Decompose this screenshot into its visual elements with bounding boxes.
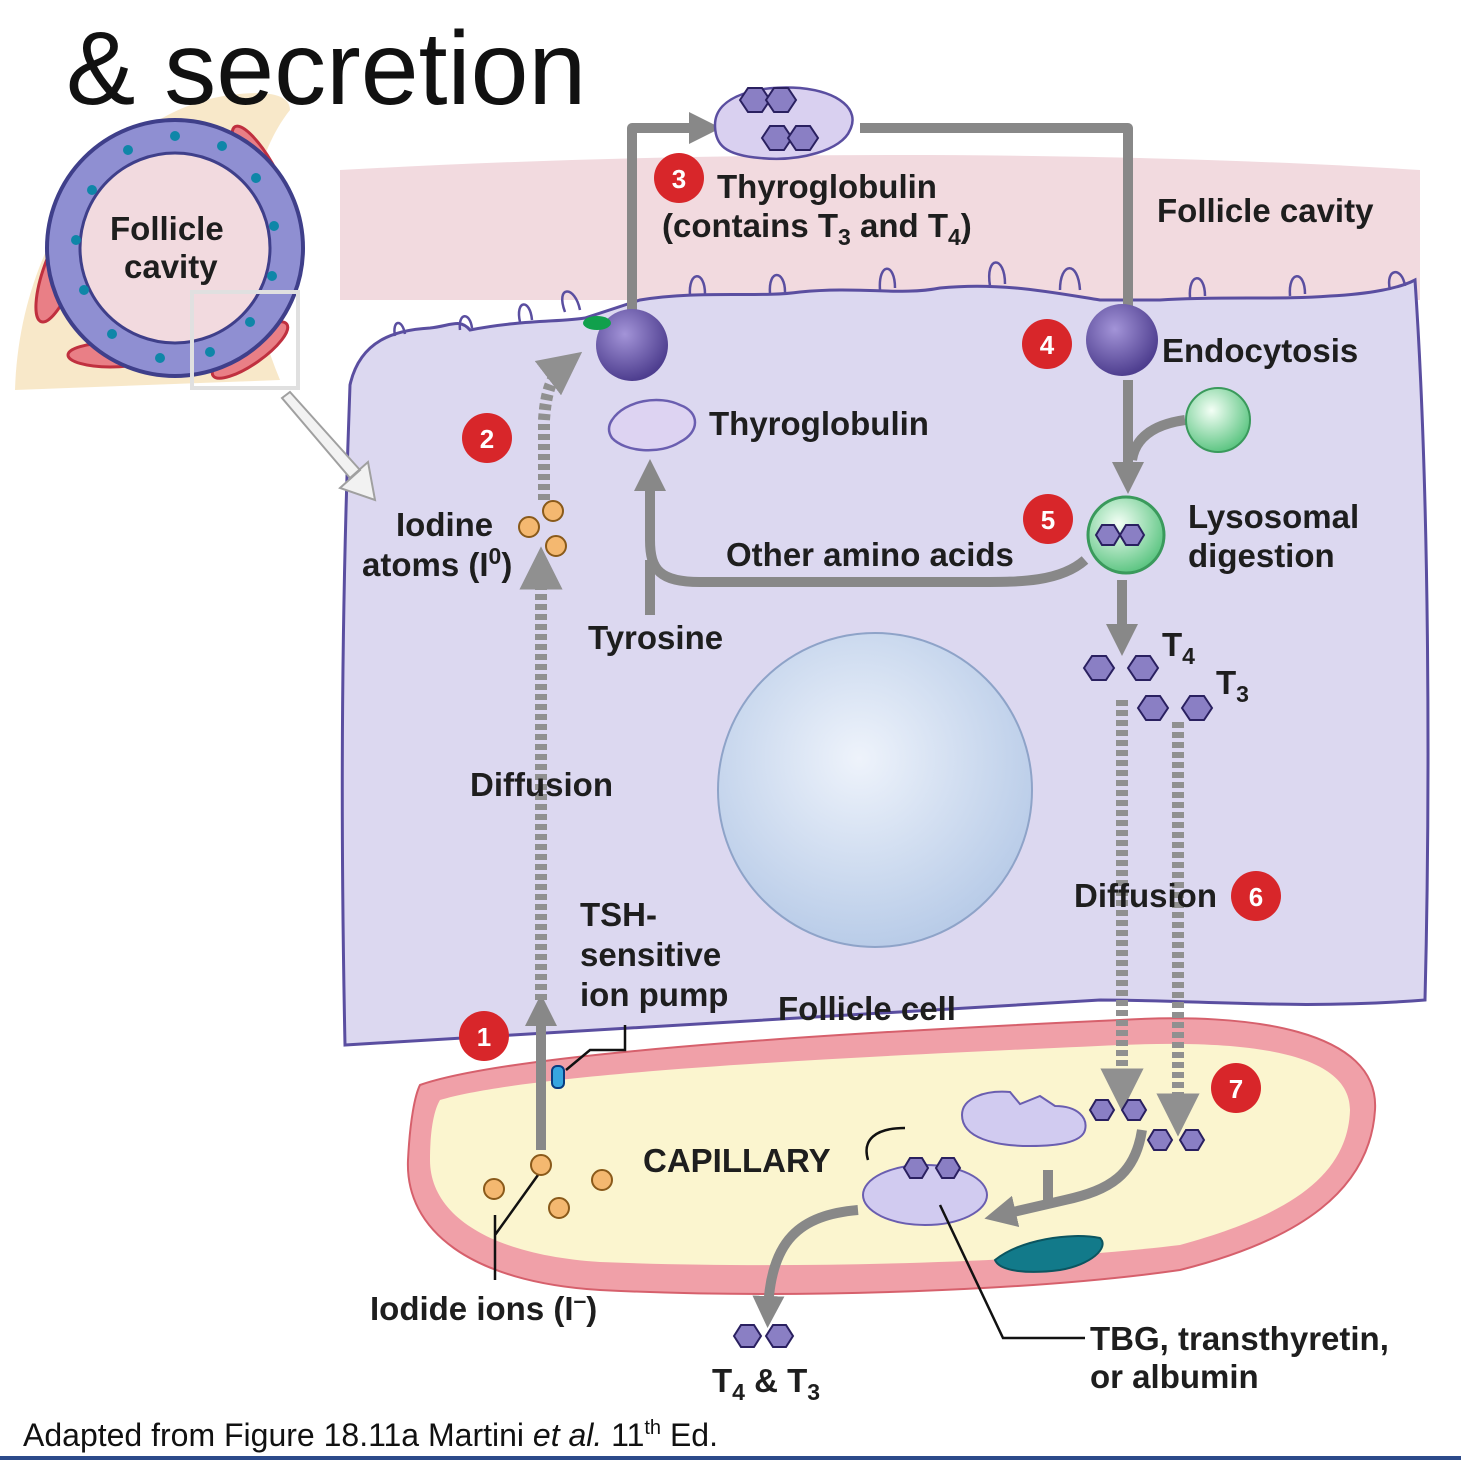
ion-pump — [551, 1065, 565, 1089]
label-tbg-line1: TBG, transthyretin, — [1090, 1320, 1389, 1357]
label-lysosomal-line1: Lysosomal — [1188, 498, 1359, 535]
label-iodine-line2: atoms (I0) — [362, 543, 512, 583]
arrow-amino-acids — [633, 458, 1089, 587]
step-badge-5: 5 — [1023, 494, 1073, 544]
step-number-2: 2 — [480, 424, 494, 454]
step-number-5: 5 — [1041, 505, 1055, 535]
label-tyrosine: Tyrosine — [588, 619, 723, 656]
label-capillary: CAPILLARY — [643, 1142, 831, 1179]
arrow-lysosome-join — [1127, 415, 1186, 462]
follicle-inset: Follicle cavity — [15, 93, 377, 502]
hex-pair-cap-c — [902, 1157, 962, 1179]
arrow-exocytosis — [627, 111, 722, 325]
nucleus — [717, 632, 1033, 948]
label-follicle-cell: Follicle cell — [778, 990, 956, 1027]
microvilli — [393, 261, 1407, 337]
endocytosis-vesicle — [1086, 304, 1158, 376]
inset-zoom-box — [190, 290, 300, 390]
step-number-7: 7 — [1229, 1074, 1243, 1104]
label-diffusion-left: Diffusion — [470, 766, 613, 803]
label-other-amino-acids: Other amino acids — [726, 536, 1014, 573]
label-tsh-line3: ion pump — [580, 976, 728, 1013]
label-t4-t3: T4 & T3 — [712, 1362, 820, 1405]
hex-pair-released — [732, 1324, 795, 1348]
hex-pair-thyroglobulin-a — [738, 87, 798, 113]
step-badge-4: 4 — [1022, 319, 1072, 369]
label-lysosomal-line2: digestion — [1188, 537, 1335, 574]
arrow-to-endocytosis — [860, 123, 1145, 347]
step-badge-3: 3 — [654, 153, 704, 203]
thyroglobulin-mid-shape — [607, 398, 697, 452]
step-number-3: 3 — [672, 164, 686, 194]
iodine-dots — [483, 500, 613, 1219]
step-badges: 1 2 3 4 5 6 7 — [459, 153, 1281, 1113]
label-diffusion-right: Diffusion — [1074, 877, 1217, 914]
inset-label-line2: cavity — [124, 248, 218, 285]
hex-pair-cap-a — [1088, 1099, 1148, 1121]
inset-label-line1: Follicle — [110, 210, 224, 247]
arrow-capillary-merge — [984, 1129, 1147, 1227]
label-follicle-cavity: Follicle cavity — [1157, 192, 1374, 229]
solid-arrows — [524, 111, 1186, 1328]
label-tsh-line2: sensitive — [580, 936, 721, 973]
arrow-release — [752, 1205, 859, 1328]
label-thyroglobulin-top: Thyroglobulin — [717, 168, 937, 205]
hex-pair-t4 — [1082, 655, 1160, 681]
figure-caption: Adapted from Figure 18.11a Martini et al… — [23, 1417, 718, 1453]
label-t4: T4 — [1162, 626, 1195, 669]
capillary-leader — [865, 1126, 906, 1161]
iodide-leader — [493, 1174, 540, 1280]
hormone-hexagons — [732, 87, 1214, 1348]
step-number-1: 1 — [477, 1022, 491, 1052]
diffusion-arrow-iodine — [534, 351, 583, 500]
step-badge-2: 2 — [462, 413, 512, 463]
label-tbg-line2: or albumin — [1090, 1358, 1259, 1395]
step-number-6: 6 — [1249, 882, 1263, 912]
label-endocytosis: Endocytosis — [1162, 332, 1358, 369]
dashed-arrows — [519, 351, 1200, 1137]
exocytosis-vesicle — [583, 309, 668, 381]
step-badge-7: 7 — [1211, 1063, 1261, 1113]
follicle-cavity-region — [340, 155, 1420, 300]
tbg-leader — [938, 1204, 1085, 1340]
page-title: & secretion — [66, 11, 586, 127]
hex-pair-lysosome — [1094, 524, 1146, 546]
label-t3: T3 — [1216, 664, 1249, 707]
label-tsh-line1: TSH- — [580, 896, 657, 933]
step-badge-6: 6 — [1231, 871, 1281, 921]
step-badge-1: 1 — [459, 1011, 509, 1061]
hex-pair-cap-b — [1146, 1129, 1206, 1151]
hex-pair-thyroglobulin-b — [760, 125, 820, 151]
inset-zoom-arrow — [280, 390, 377, 502]
ion-pump-leader — [565, 1025, 627, 1071]
endothelial-nucleus — [993, 1235, 1104, 1273]
label-contains: (contains T3 and T4) — [662, 207, 972, 250]
step-number-4: 4 — [1040, 330, 1055, 360]
label-iodide-ions: Iodide ions (I–) — [370, 1287, 597, 1327]
lysosome — [1185, 387, 1251, 453]
binding-protein-top — [960, 1090, 1087, 1148]
hex-pair-t3 — [1136, 695, 1214, 721]
label-thyroglobulin-mid: Thyroglobulin — [709, 405, 929, 442]
label-iodine-line1: Iodine — [396, 506, 493, 543]
